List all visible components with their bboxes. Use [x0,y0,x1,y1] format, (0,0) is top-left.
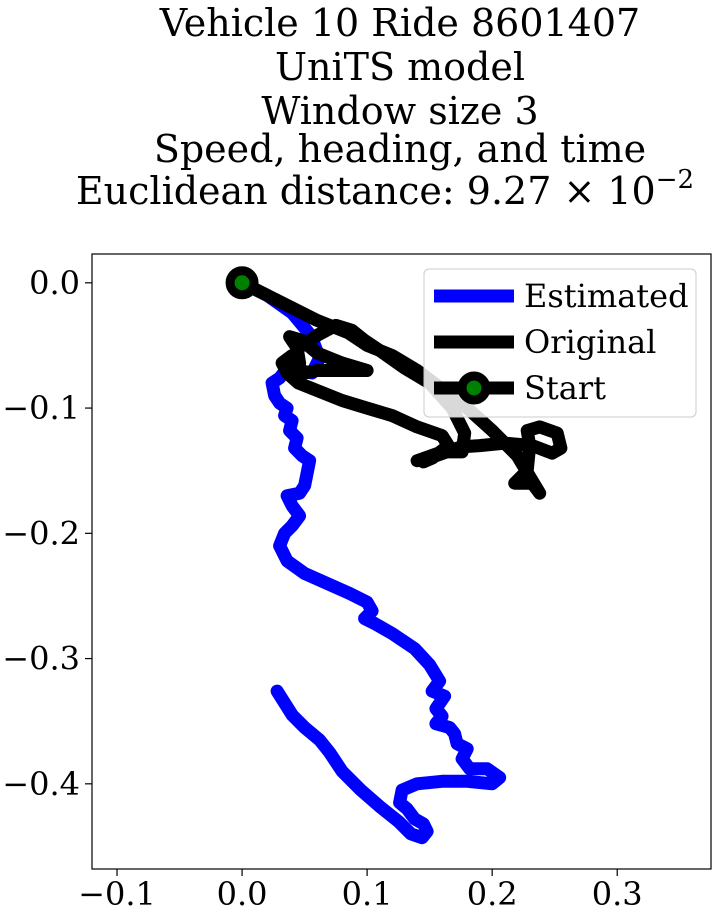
legend-start-marker [457,371,491,405]
y-tick-label: 0.0 [29,264,80,302]
y-tick-label: −0.3 [2,640,80,678]
legend-box [423,268,697,418]
axis-ticks: −0.1 0.0 0.1 0.2 0.3 0.0 −0.1 −0.2 −0.3 −0.4 [2,264,642,913]
title-line-4: Speed, heading, and time [154,127,646,171]
x-tick-label: 0.2 [467,875,518,913]
x-tick-label: 0.3 [592,875,643,913]
series-group [225,266,568,845]
chart-title: Vehicle 10 Ride 8601407 UniTS model Wind… [76,1,694,213]
series-line-estimated [235,276,507,845]
x-tick-label: 0.0 [217,875,268,913]
series-line-original [235,276,568,500]
axes-frame [91,253,712,870]
y-tick-label: −0.2 [2,514,80,552]
y-tick-label: −0.4 [2,765,80,803]
y-tick-label: −0.1 [2,389,80,427]
title-exponent: −2 [656,165,694,195]
x-tick-label: −0.1 [78,875,156,913]
legend-label-original: Original [524,323,656,361]
x-tick-label: 0.1 [342,875,393,913]
title-line-1: Vehicle 10 Ride 8601407 [159,1,640,45]
legend-label-estimated: Estimated [524,277,689,315]
legend: Estimated Original Start [423,268,697,418]
title-line-5: Euclidean distance: 9.27 × 10−2 [76,165,694,213]
start-marker [225,266,259,300]
legend-label-start: Start [524,369,606,407]
title-line-3: Window size 3 [261,89,538,133]
title-line-5-base: Euclidean distance: 9.27 × 10 [76,169,656,213]
title-line-2: UniTS model [275,45,525,89]
